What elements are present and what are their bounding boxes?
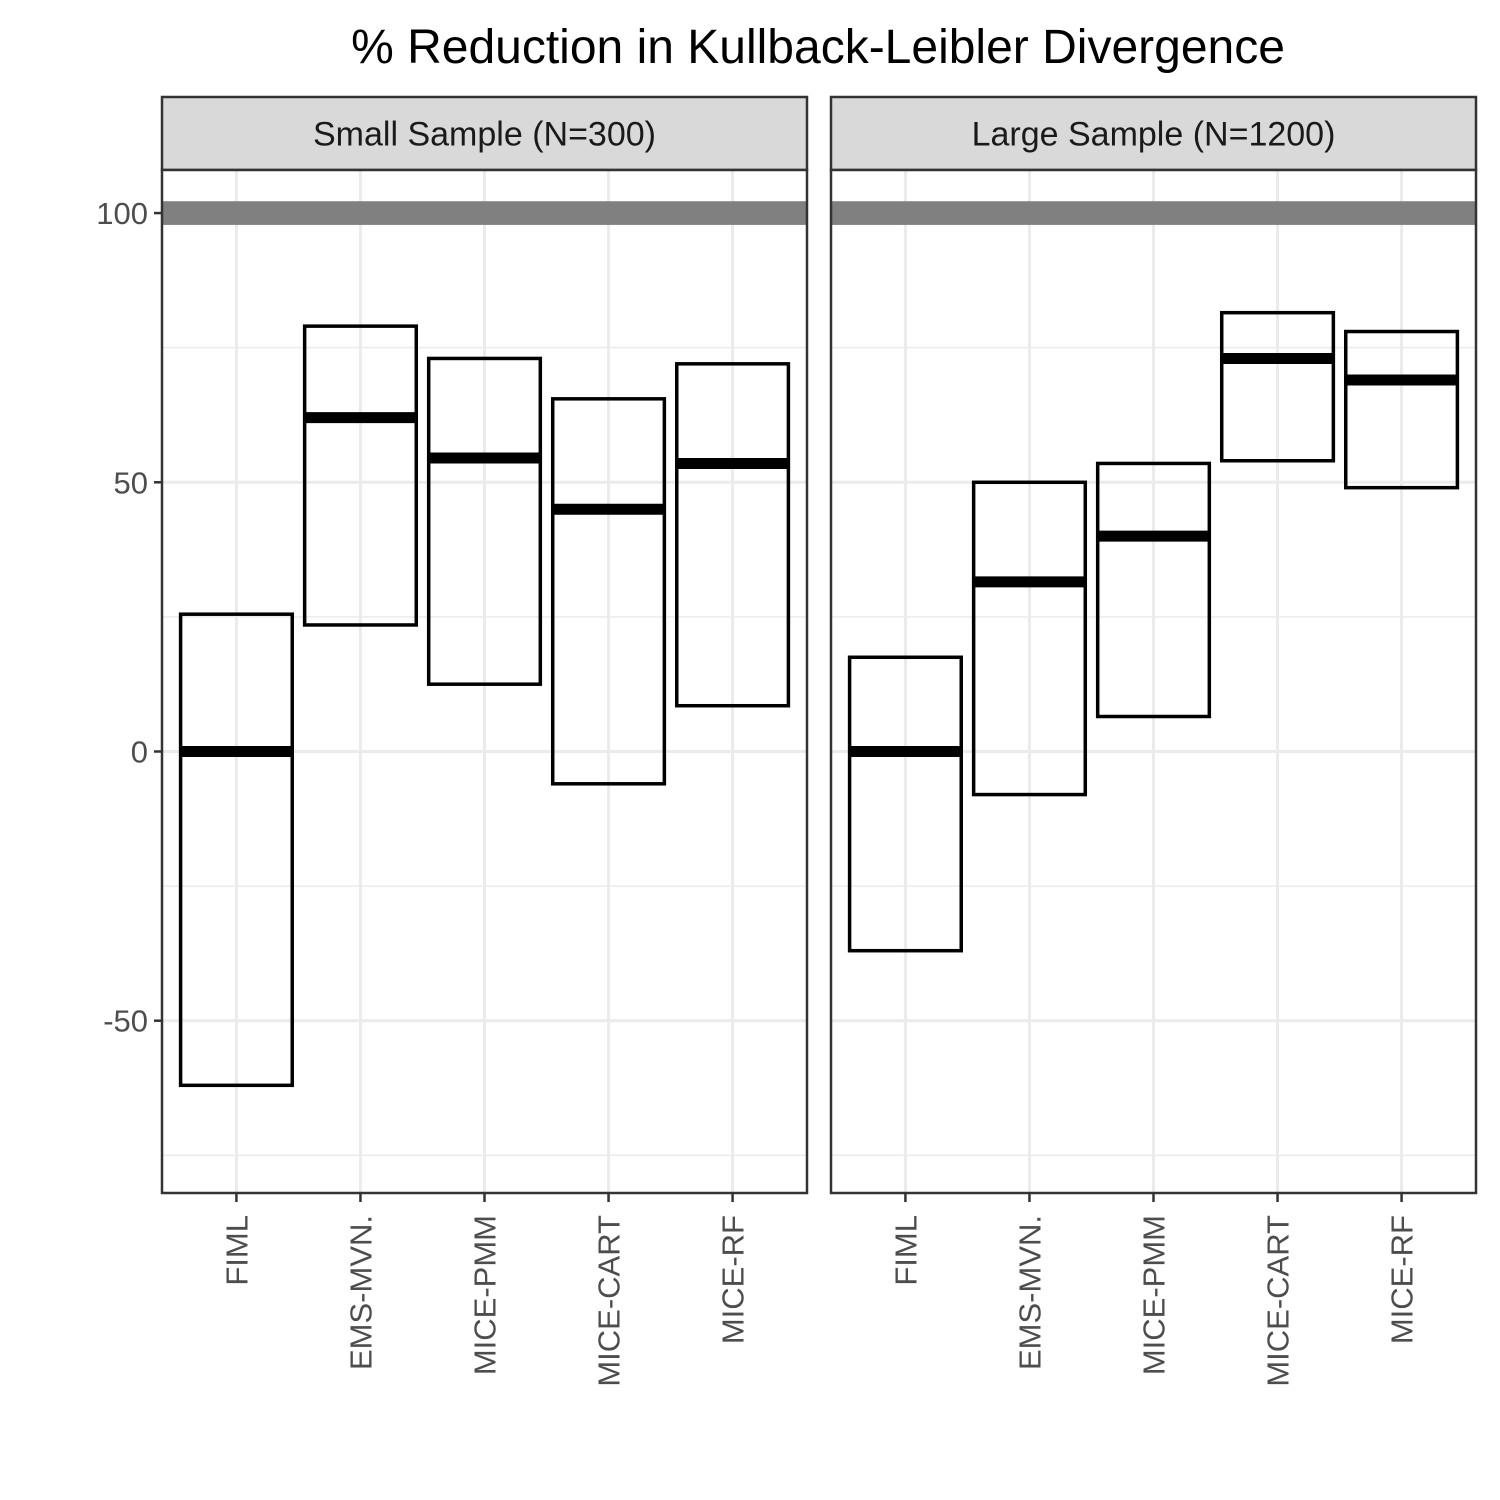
x-tick-label: MICE-CART: [592, 1215, 627, 1387]
y-tick-label: 100: [96, 196, 148, 231]
strip-background: [160, 95, 809, 172]
x-tick-label: MICE-PMM: [468, 1215, 503, 1375]
box-FIML: [178, 612, 294, 1088]
box-EMS-MVN.: [302, 324, 419, 627]
strip-label: Large Sample (N=1200): [972, 116, 1336, 154]
box-MICE-PMM: [1095, 461, 1212, 719]
x-tick-label: FIML: [219, 1215, 254, 1286]
panel-2: Large Sample (N=1200) FIML EMS-MVN. MICE-PM…: [829, 95, 1478, 1387]
box-MICE-RF: [1344, 329, 1460, 490]
y-tick-label: 50: [114, 465, 148, 500]
box-EMS-MVN.: [971, 480, 1088, 797]
plot-area: Small Sample (N=300) FIML EMS-MVN. MICE-PMM…: [96, 95, 1478, 1387]
panel-1: Small Sample (N=300) FIML EMS-MVN. MICE-PMM…: [160, 95, 809, 1387]
x-tick-label: MICE-CART: [1261, 1215, 1296, 1387]
box-FIML: [847, 655, 963, 953]
box-MICE-CART: [550, 397, 667, 786]
x-tick-label: EMS-MVN.: [1012, 1215, 1047, 1370]
x-tick-label: FIML: [888, 1215, 923, 1286]
box-MICE-CART: [1219, 310, 1336, 463]
strip-label: Small Sample (N=300): [313, 116, 656, 154]
strip-background: [829, 95, 1478, 172]
box-MICE-PMM: [426, 356, 543, 686]
x-tick-label: MICE-RF: [1385, 1215, 1420, 1344]
chart-title: % Reduction in Kullback-Leibler Divergen…: [351, 21, 1285, 74]
box-MICE-RF: [675, 362, 791, 708]
reference-band: [162, 201, 807, 225]
x-tick-label: MICE-PMM: [1137, 1215, 1172, 1375]
y-tick-label: -50: [103, 1004, 148, 1039]
reference-band: [831, 201, 1476, 225]
y-tick-label: 0: [131, 734, 148, 769]
x-tick-label: EMS-MVN.: [343, 1215, 378, 1370]
x-tick-label: MICE-RF: [716, 1215, 751, 1344]
